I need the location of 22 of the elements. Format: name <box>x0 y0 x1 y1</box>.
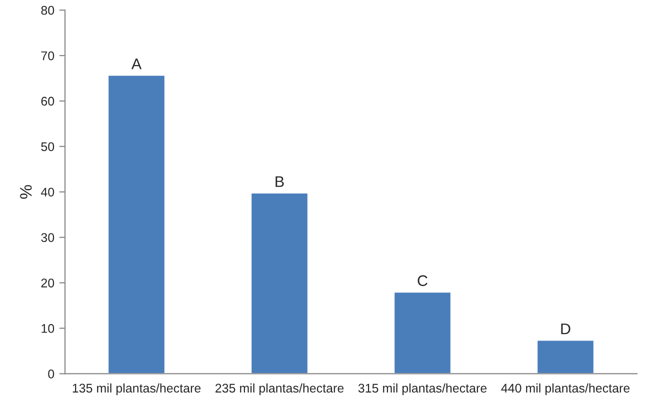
bar <box>250 192 309 374</box>
y-tick-label: 20 <box>41 278 54 288</box>
y-tick-label: 60 <box>41 96 54 106</box>
y-tick-label: 10 <box>42 324 54 333</box>
bar <box>393 291 452 374</box>
x-tick-label: 315 mil plantas/hectare <box>358 383 487 396</box>
y-axis-title: % <box>20 185 32 199</box>
y-tick-label: 0 <box>48 370 54 378</box>
annotation: B <box>276 176 284 187</box>
bar <box>536 339 595 374</box>
y-tick-label: 50 <box>41 142 54 152</box>
x-tick-label: 440 mil plantas/hectare <box>501 383 630 396</box>
annotation: C <box>418 275 428 286</box>
annotation: A <box>131 58 142 70</box>
y-tick-label: 70 <box>41 51 54 60</box>
annotation: D <box>561 324 570 334</box>
bar <box>107 74 166 374</box>
y-tick-label: 40 <box>40 188 54 197</box>
y-tick-label: 30 <box>41 233 54 242</box>
x-tick-label: 135 mil plantas/hectare <box>72 383 201 396</box>
x-tick-label: 235 mil plantas/hectare <box>216 383 344 396</box>
y-tick-label: 80 <box>41 6 54 15</box>
